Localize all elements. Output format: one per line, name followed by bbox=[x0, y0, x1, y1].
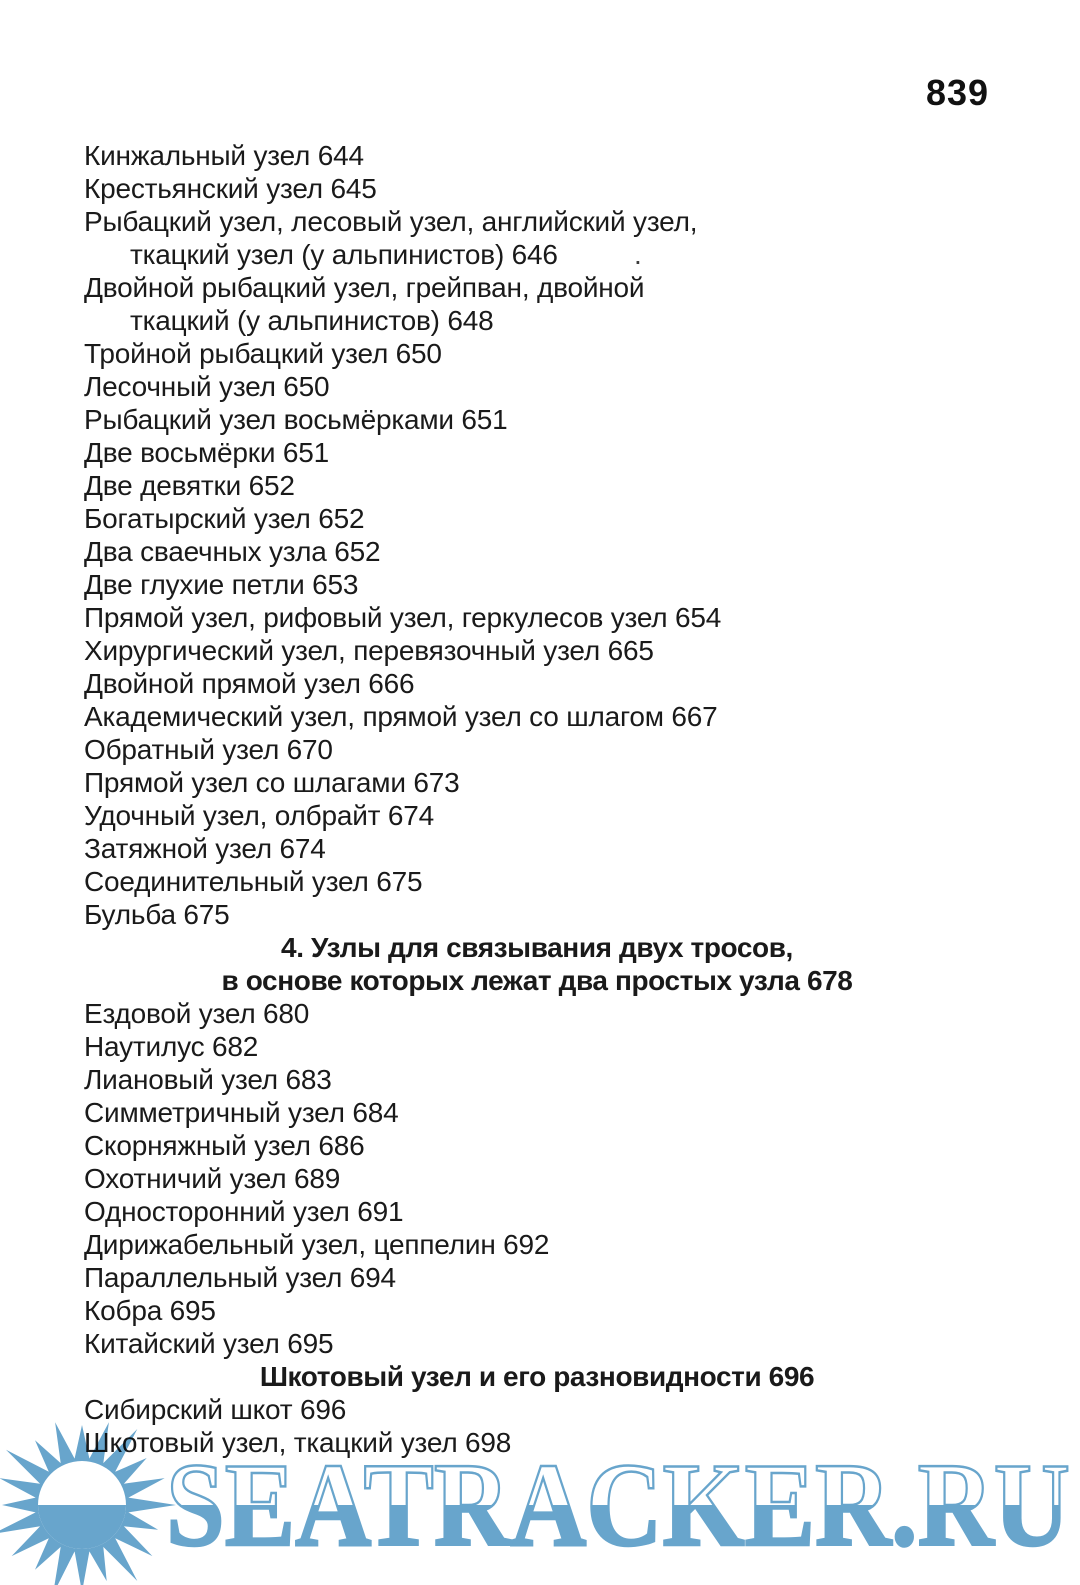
watermark-text: SEATRACKER.RU bbox=[166, 1438, 1070, 1571]
toc-entry: Хирургический узел, перевязочный узел 66… bbox=[84, 635, 654, 666]
toc-entry: Удочный узел, олбрайт 674 bbox=[84, 800, 434, 831]
toc-entry: Кинжальный узел 644 bbox=[84, 140, 364, 171]
toc-entry: Два сваечных узла 652 bbox=[84, 536, 381, 567]
toc-entry: Две глухие петли 653 bbox=[84, 569, 359, 600]
toc-entry: Односторонний узел 691 bbox=[84, 1196, 404, 1227]
toc-entry: Сибирский шкот 696 bbox=[84, 1394, 347, 1425]
toc-entry: Двойной прямой узел 666 bbox=[84, 668, 415, 699]
toc-entry: Академический узел, прямой узел со шлаго… bbox=[84, 701, 718, 732]
toc-entry: Рыбацкий узел восьмёрками 651 bbox=[84, 404, 508, 435]
page-number: 839 bbox=[926, 72, 990, 113]
toc-heading: 4. Узлы для связывания двух тросов, bbox=[281, 932, 793, 963]
watermark: SEATRACKER.RU bbox=[0, 1422, 1071, 1585]
toc-entry: Прямой узел со шлагами 673 bbox=[84, 767, 460, 798]
toc-entry: Прямой узел, рифовый узел, геркулесов уз… bbox=[84, 602, 722, 633]
toc-heading: в основе которых лежат два простых узла … bbox=[221, 965, 853, 996]
sun-water bbox=[38, 1505, 126, 1549]
toc-entry: Лесочный узел 650 bbox=[84, 371, 330, 402]
toc-entry: Скорняжный узел 686 bbox=[84, 1130, 365, 1161]
toc-entry: Лиановый узел 683 bbox=[84, 1064, 332, 1095]
toc-entry: Двойной рыбацкий узел, грейпван, двойной bbox=[84, 272, 645, 303]
toc-entry: Ездовой узел 680 bbox=[84, 998, 310, 1029]
toc-entry: Две восьмёрки 651 bbox=[84, 437, 329, 468]
toc-entry: Обратный узел 670 bbox=[84, 734, 333, 765]
toc-entry: Дирижабельный узел, цеппелин 692 bbox=[84, 1229, 550, 1260]
toc-entry: Китайский узел 695 bbox=[84, 1328, 334, 1359]
toc-entry: ткацкий узел (у альпинистов) 646 bbox=[130, 239, 558, 270]
toc-entry: Параллельный узел 694 bbox=[84, 1262, 396, 1293]
toc-entry: Крестьянский узел 645 bbox=[84, 173, 377, 204]
toc-entry: Рыбацкий узел, лесовый узел, английский … bbox=[84, 206, 698, 237]
toc-entry: Симметричный узел 684 bbox=[84, 1097, 399, 1128]
toc-entry: Кобра 695 bbox=[84, 1295, 216, 1326]
scan-artifact-dot: . bbox=[634, 239, 642, 270]
sun-burst bbox=[0, 1422, 176, 1585]
toc-list: Кинжальный узел 644 Крестьянский узел 645… bbox=[84, 139, 990, 1459]
toc-entry: ткацкий (у альпинистов) 648 bbox=[130, 305, 494, 336]
toc-entry: Охотничий узел 689 bbox=[84, 1163, 341, 1194]
toc-entry: Две девятки 652 bbox=[84, 470, 295, 501]
sun-logo bbox=[0, 1422, 176, 1585]
toc-entry: Затяжной узел 674 bbox=[84, 833, 326, 864]
toc-entry: Богатырский узел 652 bbox=[84, 503, 365, 534]
toc-entry: Шкотовый узел, ткацкий узел 698 bbox=[84, 1427, 512, 1458]
toc-entry: Тройной рыбацкий узел 650 bbox=[84, 338, 442, 369]
toc-entry: Соединительный узел 675 bbox=[84, 866, 423, 897]
toc-entry: Бульба 675 bbox=[84, 899, 230, 930]
toc-entry: Наутилус 682 bbox=[84, 1031, 259, 1062]
toc-heading: Шкотовый узел и его разновидности 696 bbox=[259, 1361, 815, 1392]
